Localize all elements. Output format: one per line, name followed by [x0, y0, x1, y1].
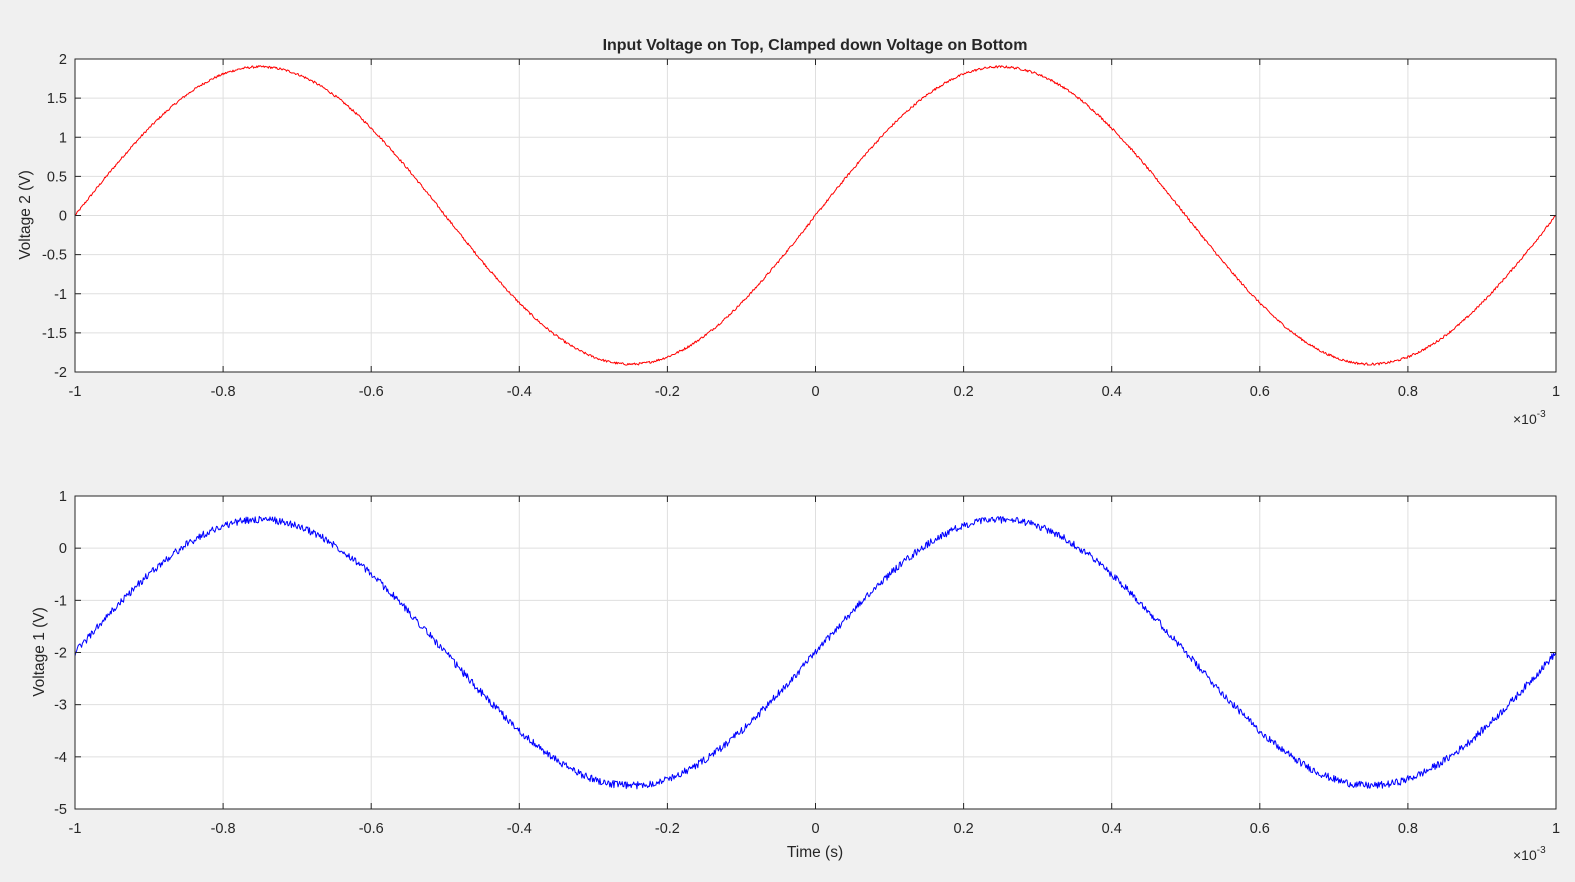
top-x-tick-label: -1 — [69, 384, 82, 400]
top-y-tick-label: -2 — [54, 365, 67, 381]
top-x-tick-label: 0.2 — [954, 384, 974, 400]
bottom-x-tick-label: 0.8 — [1398, 821, 1418, 837]
top-series — [74, 65, 1557, 366]
top-x-tick-label: -0.2 — [655, 384, 680, 400]
bottom-y-ticks: -5 -4 -3 -2 -1 0 1 — [54, 489, 1556, 818]
bottom-x-tick-label: -1 — [69, 821, 82, 837]
top-x-ticks: -1 -0.8 -0.6 -0.4 -0.2 0 0.2 0.4 0.6 0.8 1 — [69, 59, 1560, 400]
bottom-y-tick-label: -3 — [54, 698, 67, 714]
bottom-x-tick-label: 0.6 — [1250, 821, 1270, 837]
top-y-tick-label: -1.5 — [42, 326, 67, 342]
top-x-tick-label: -0.6 — [359, 384, 384, 400]
figure-title: Input Voltage on Top, Clamped down Volta… — [603, 37, 1028, 54]
bottom-y-tick-label: -2 — [54, 646, 67, 662]
top-x-tick-label: 1 — [1552, 384, 1560, 400]
top-x-tick-label: -0.4 — [507, 384, 532, 400]
bottom-y-tick-label: -5 — [54, 802, 67, 818]
bottom-series — [74, 515, 1557, 790]
top-x-tick-label: 0.8 — [1398, 384, 1418, 400]
bottom-x-tick-label: 0.4 — [1102, 821, 1122, 837]
bottom-y-tick-label: 1 — [59, 489, 67, 505]
bottom-y-tick-label: -1 — [54, 593, 67, 609]
top-grid — [75, 59, 1556, 372]
top-y-axis-label: Voltage 2 (V) — [17, 170, 34, 260]
top-y-tick-label: 0.5 — [47, 169, 67, 185]
bottom-x-axis-label: Time (s) — [787, 844, 843, 861]
top-x-tick-label: -0.8 — [211, 384, 236, 400]
bottom-y-axis-label: Voltage 1 (V) — [31, 607, 48, 697]
bottom-x-ticks: -1 -0.8 -0.6 -0.4 -0.2 0 0.2 0.4 0.6 0.8 1 — [69, 496, 1560, 837]
top-y-tick-label: 1 — [59, 130, 67, 146]
bottom-x-tick-label: -0.4 — [507, 821, 532, 837]
top-y-tick-label: -0.5 — [42, 248, 67, 264]
top-y-tick-label: 0 — [59, 209, 67, 225]
bottom-x-tick-label: -0.8 — [211, 821, 236, 837]
bottom-x-exponent: ×10-3 — [1513, 845, 1546, 863]
top-y-tick-label: -1 — [54, 287, 67, 303]
top-x-tick-label: 0 — [811, 384, 819, 400]
top-x-exponent: ×10-3 — [1513, 409, 1546, 427]
top-y-ticks: -2 -1.5 -1 -0.5 0 0.5 1 1.5 2 — [42, 52, 1556, 381]
bottom-y-tick-label: 0 — [59, 541, 67, 557]
bottom-x-tick-label: 0 — [811, 821, 819, 837]
top-x-tick-label: 0.4 — [1102, 384, 1122, 400]
bottom-x-tick-label: 1 — [1552, 821, 1560, 837]
bottom-series-line — [74, 515, 1557, 790]
bottom-x-tick-label: 0.2 — [954, 821, 974, 837]
bottom-y-tick-label: -4 — [54, 750, 67, 766]
bottom-x-tick-label: -0.2 — [655, 821, 680, 837]
top-x-tick-label: 0.6 — [1250, 384, 1270, 400]
bottom-x-tick-label: -0.6 — [359, 821, 384, 837]
bottom-axes: -1 -0.8 -0.6 -0.4 -0.2 0 0.2 0.4 0.6 0.8 1 -5-4-3-… — [31, 489, 1560, 863]
top-y-tick-label: 2 — [59, 52, 67, 68]
top-series-line — [74, 65, 1557, 366]
top-y-tick-label: 1.5 — [47, 91, 67, 107]
bottom-grid — [75, 496, 1556, 809]
top-axes: -1 -0.8 -0.6 -0.4 -0.2 0 0.2 0.4 0.6 0.8 1 -2-1.5-… — [17, 52, 1560, 427]
